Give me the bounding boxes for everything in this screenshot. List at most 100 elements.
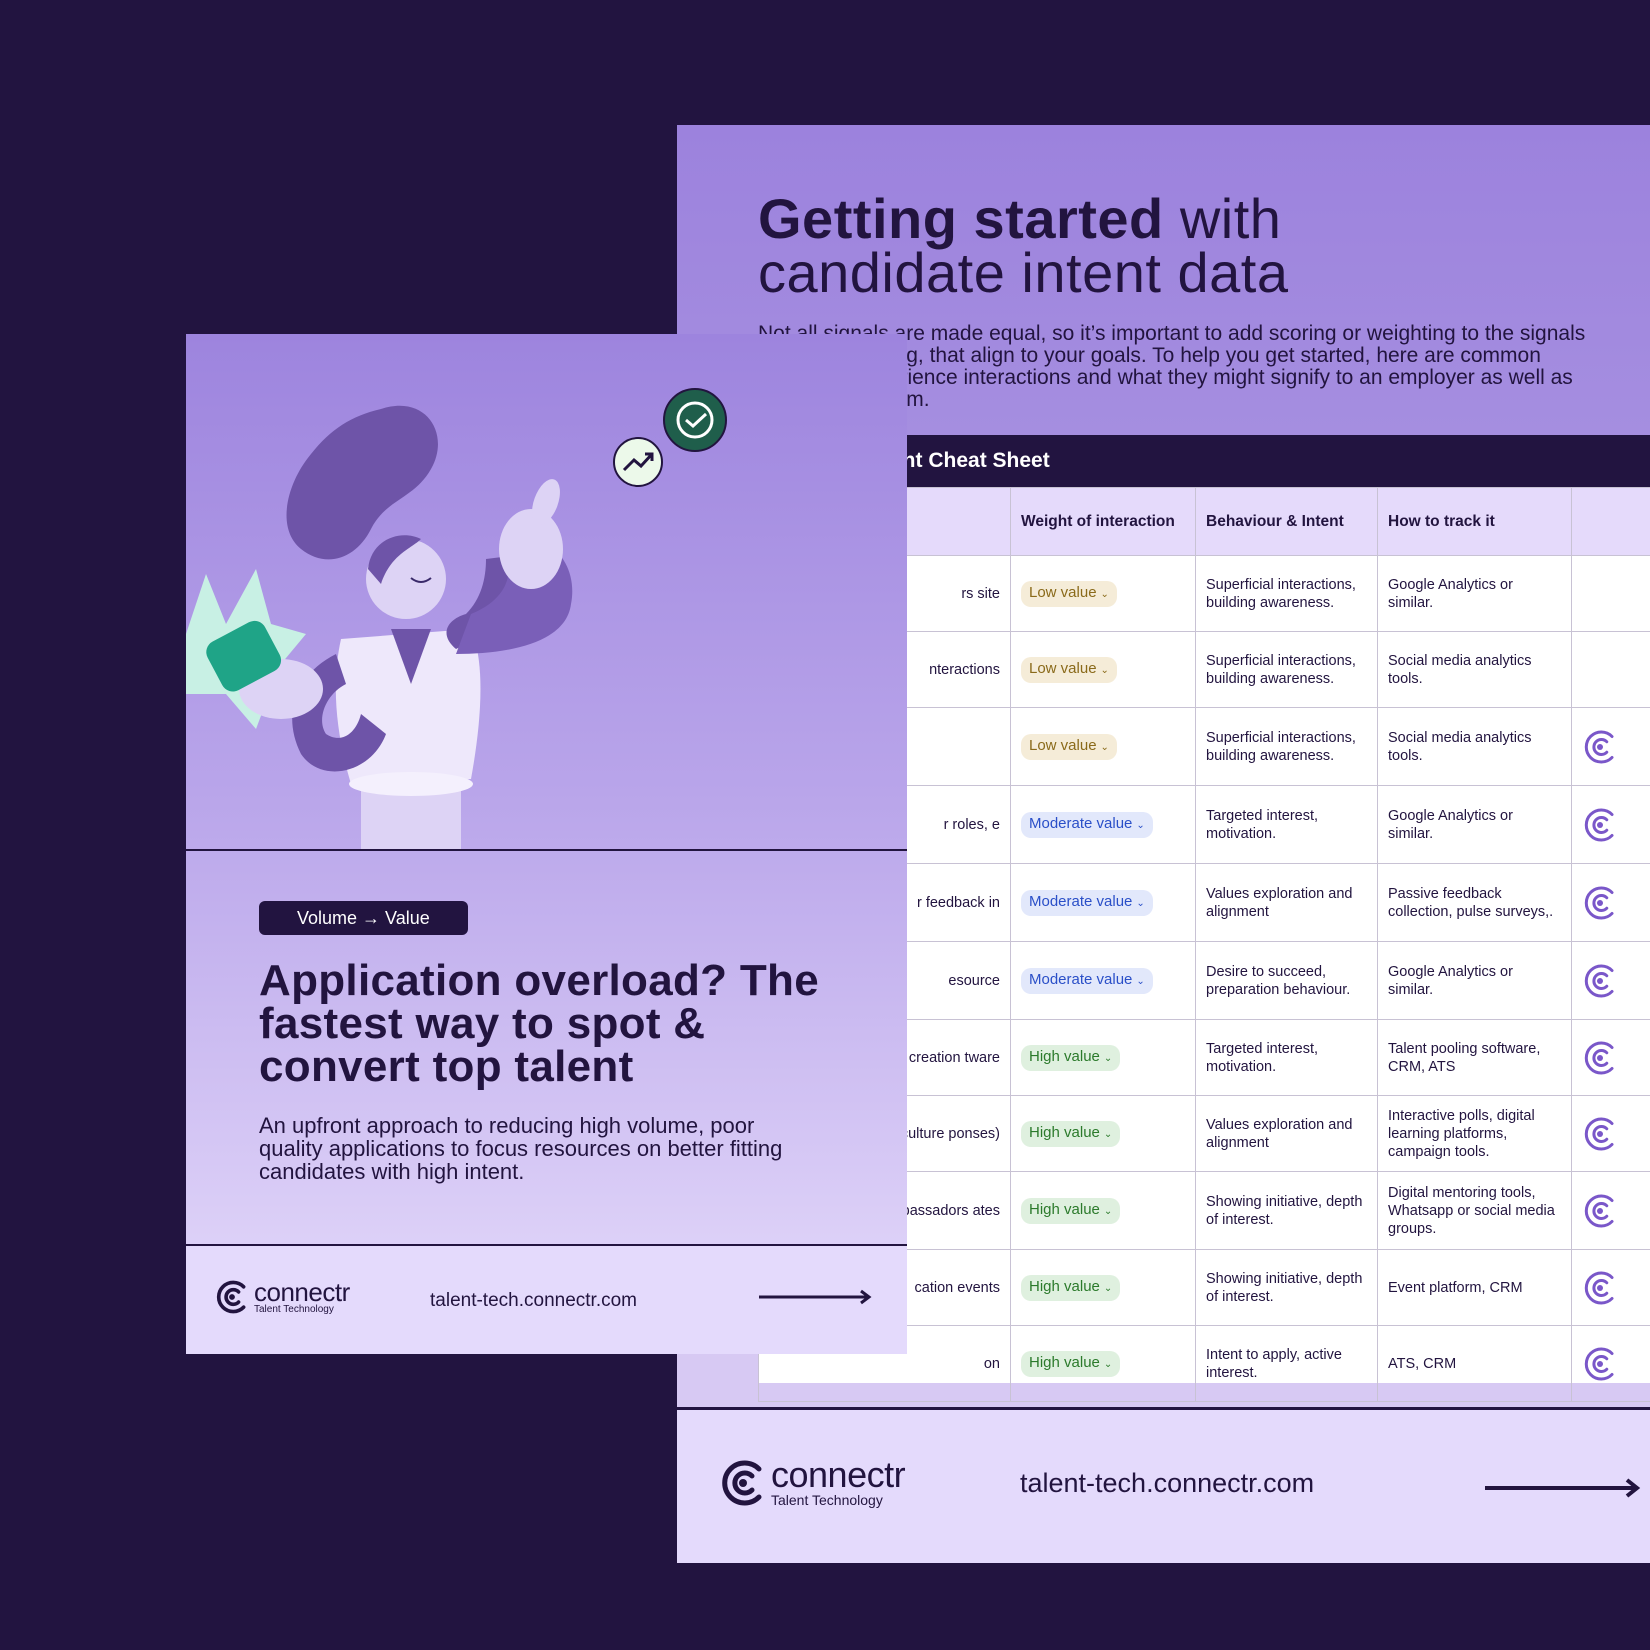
chevron-down-icon: ⌄ (1100, 741, 1109, 753)
brand-tagline: Talent Technology (771, 1492, 883, 1508)
title-bold-part: Getting started (758, 187, 1164, 250)
weight-label: Moderate value (1029, 814, 1133, 832)
track-cell: Social media analytics tools. (1377, 707, 1572, 786)
connectr-logo-icon (1584, 1117, 1614, 1150)
arrow-right-icon (1485, 1478, 1641, 1498)
track-cell: Passive feedback collection, pulse surve… (1377, 863, 1572, 942)
behaviour-cell: Showing initiative, depth of interest. (1195, 1249, 1378, 1326)
logo-cell (1571, 1325, 1650, 1402)
weight-dropdown[interactable]: High value ⌄ (1021, 1120, 1121, 1147)
weight-cell: Low value ⌄ (1010, 631, 1196, 708)
track-cell: Event platform, CRM (1377, 1249, 1572, 1326)
arrow-right-icon (759, 1289, 872, 1305)
weight-label: Low value (1029, 736, 1097, 754)
track-cell: Social media analytics tools. (1377, 631, 1572, 708)
connectr-logo-icon (1584, 886, 1614, 919)
chevron-down-icon: ⌄ (1103, 1358, 1113, 1370)
connectr-logo-icon (1584, 808, 1614, 841)
table-row: cation events High value ⌄ Showing initiati… (758, 1249, 1650, 1326)
weight-dropdown[interactable]: Moderate value ⌄ (1021, 889, 1153, 916)
logo-cell (1571, 707, 1650, 786)
chevron-down-icon: ⌄ (1100, 664, 1109, 676)
title-line-2: candidate intent data (758, 241, 1289, 304)
connectr-logo-icon (1584, 1194, 1614, 1227)
weight-dropdown[interactable]: Moderate value ⌄ (1021, 967, 1153, 994)
weight-dropdown[interactable]: High value ⌄ (1021, 1350, 1121, 1377)
header-weight: Weight of interaction (1010, 487, 1196, 556)
weight-dropdown[interactable]: High value ⌄ (1021, 1274, 1121, 1301)
connectr-logo-icon (1584, 1271, 1614, 1304)
weight-label: High value (1029, 1277, 1100, 1295)
cheat-sheet-footer: connectr Talent Technology talent-tech.c… (677, 1407, 1650, 1563)
title-rest-part: with (1163, 187, 1282, 250)
logo-cell (1571, 631, 1650, 708)
table-row: nteractions Low value ⌄ Superficial interac… (758, 631, 1650, 708)
weight-dropdown[interactable]: Moderate value ⌄ (1021, 811, 1153, 838)
person-with-phone-illustration (186, 388, 727, 850)
weight-cell: High value ⌄ (1010, 1019, 1196, 1096)
weight-label: High value (1029, 1353, 1100, 1371)
brand-name: connectr (254, 1276, 350, 1307)
track-cell: Talent pooling software, CRM, ATS (1377, 1019, 1572, 1096)
logo-cell (1571, 1019, 1650, 1096)
cover-subtitle: An upfront approach to reducing high vol… (259, 1113, 783, 1184)
connectr-logo-icon (1584, 730, 1614, 763)
weight-label: Low value (1029, 583, 1097, 601)
cheat-sheet-title: Getting started with candidate intent da… (758, 191, 1288, 301)
weight-dropdown[interactable]: Low value ⌄ (1021, 733, 1117, 760)
weight-cell: High value ⌄ (1010, 1249, 1196, 1326)
connectr-logo-icon (216, 1280, 246, 1314)
weight-cell: High value ⌄ (1010, 1325, 1196, 1402)
weight-cell: Moderate value ⌄ (1010, 785, 1196, 864)
cover-divider (186, 849, 907, 851)
behaviour-cell: Targeted interest, motivation. (1195, 1019, 1378, 1096)
weight-dropdown[interactable]: High value ⌄ (1021, 1197, 1121, 1224)
chevron-down-icon: ⌄ (1136, 819, 1145, 831)
chevron-down-icon: ⌄ (1103, 1052, 1113, 1064)
footer-url-link[interactable]: talent-tech.connectr.com (1020, 1468, 1315, 1498)
weight-label: High value (1029, 1123, 1100, 1141)
table-row: r feedback in Moderate value ⌄ Values explo… (758, 863, 1650, 942)
behaviour-cell: Intent to apply, active interest. (1195, 1325, 1378, 1402)
footer-url-link[interactable]: talent-tech.connectr.com (430, 1290, 637, 1311)
weight-cell: Low value ⌄ (1010, 707, 1196, 786)
connectr-logo-icon (1584, 1041, 1614, 1074)
header-behaviour: Behaviour & Intent (1195, 487, 1378, 556)
track-cell: Interactive polls, digital learning plat… (1377, 1095, 1572, 1172)
table-body: rs site Low value ⌄ Superficial interaction… (758, 555, 1650, 1402)
connectr-logo-icon (1584, 1347, 1614, 1380)
weight-cell: Moderate value ⌄ (1010, 863, 1196, 942)
weight-label: Moderate value (1029, 892, 1133, 910)
behaviour-cell: Values exploration and alignment (1195, 1095, 1378, 1172)
track-cell: Google Analytics or similar. (1377, 555, 1572, 632)
weight-dropdown[interactable]: Low value ⌄ (1021, 656, 1117, 683)
chevron-down-icon: ⌄ (1136, 897, 1145, 909)
connectr-logo: connectr Talent Technology (216, 1279, 350, 1315)
chevron-down-icon: ⌄ (1103, 1128, 1113, 1140)
weight-label: High value (1029, 1047, 1100, 1065)
table-row: r roles, e Moderate value ⌄ Targeted intere… (758, 785, 1650, 864)
behaviour-cell: Values exploration and alignment (1195, 863, 1378, 942)
chevron-down-icon: ⌄ (1100, 588, 1109, 600)
behaviour-cell: Superficial interactions, building aware… (1195, 631, 1378, 708)
header-logo (1571, 487, 1650, 556)
connectr-logo: connectr Talent Technology (721, 1457, 906, 1508)
weight-dropdown[interactable]: High value ⌄ (1021, 1044, 1121, 1071)
weight-label: High value (1029, 1200, 1100, 1218)
track-cell: Digital mentoring tools, Whatsapp or soc… (1377, 1171, 1572, 1250)
chevron-down-icon: ⌄ (1136, 975, 1145, 987)
logo-cell (1571, 555, 1650, 632)
behaviour-cell: Superficial interactions, building aware… (1195, 555, 1378, 632)
track-cell: ATS, CRM (1377, 1325, 1572, 1402)
connectr-logo-icon (1584, 964, 1614, 997)
behaviour-cell: Desire to succeed, preparation behaviour… (1195, 941, 1378, 1020)
weight-dropdown[interactable]: Low value ⌄ (1021, 580, 1117, 607)
cheat-sheet-table: Weight of interaction Behaviour & Intent… (758, 487, 1650, 1402)
logo-cell (1571, 1095, 1650, 1172)
cover-footer: connectr Talent Technology talent-tech.c… (186, 1244, 907, 1354)
volume-value-badge: Volume → Value (259, 901, 468, 935)
track-cell: Google Analytics or similar. (1377, 785, 1572, 864)
table-row: esource Moderate value ⌄ Desire to succeed,… (758, 941, 1650, 1020)
logo-cell (1571, 785, 1650, 864)
logo-cell (1571, 1171, 1650, 1250)
